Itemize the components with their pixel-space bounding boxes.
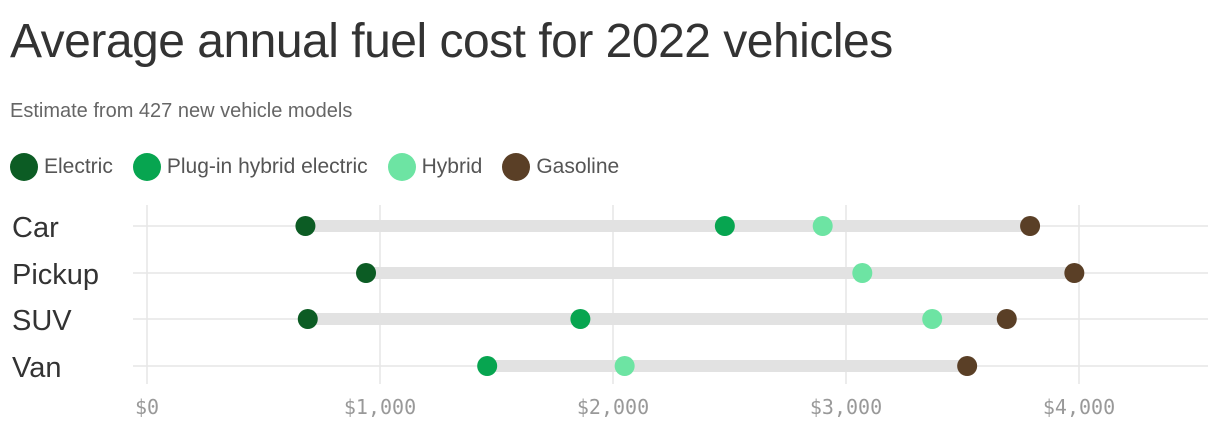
legend-swatch-electric [10,153,38,181]
category-label-car: Car [12,212,59,244]
dot-hybrid-van [614,356,635,376]
legend-label-electric: Electric [44,155,113,178]
category-label-suv: SUV [12,305,72,337]
legend-label-hybrid: Hybrid [421,155,483,178]
dot-plug-in-hybrid-electric-van [477,356,498,376]
dot-gasoline-car [1020,216,1041,236]
legend-item-phev: Plug-in hybrid electric [132,153,368,181]
legend-label-phev: Plug-in hybrid electric [166,155,368,178]
legend-label-gasoline: Gasoline [536,155,620,178]
legend-swatch-hybrid [387,153,416,181]
dot-electric-car [295,216,316,236]
chart-subtitle: Estimate from 427 new vehicle models [10,100,353,122]
x-tick-label-0: $0 [135,395,159,419]
x-tick-label-4: $4,000 [1043,395,1115,419]
dot-electric-suv [297,309,318,329]
x-tick-label-2: $2,000 [577,395,649,419]
dot-gasoline-van [957,356,978,376]
dot-hybrid-suv [922,309,943,329]
chart-title: Average annual fuel cost for 2022 vehicl… [10,15,893,68]
legend: Electric Plug-in hybrid electric Hybrid … [10,152,639,182]
legend-item-electric: Electric [10,153,113,181]
legend-swatch-phev [132,153,161,181]
dot-electric-pickup [356,263,377,283]
dot-plug-in-hybrid-electric-suv [570,309,591,329]
legend-item-gasoline: Gasoline [502,153,619,181]
legend-swatch-gasoline [502,153,531,181]
category-label-pickup: Pickup [12,259,99,291]
dot-gasoline-suv [996,309,1017,329]
x-tick-label-3: $3,000 [810,395,882,419]
dot-hybrid-car [812,216,833,236]
x-tick-label-1: $1,000 [344,395,416,419]
legend-item-hybrid: Hybrid [387,153,483,181]
dot-hybrid-pickup [852,263,873,283]
dot-gasoline-pickup [1064,263,1085,283]
category-label-van: Van [12,352,61,384]
dot-plug-in-hybrid-electric-car [714,216,735,236]
